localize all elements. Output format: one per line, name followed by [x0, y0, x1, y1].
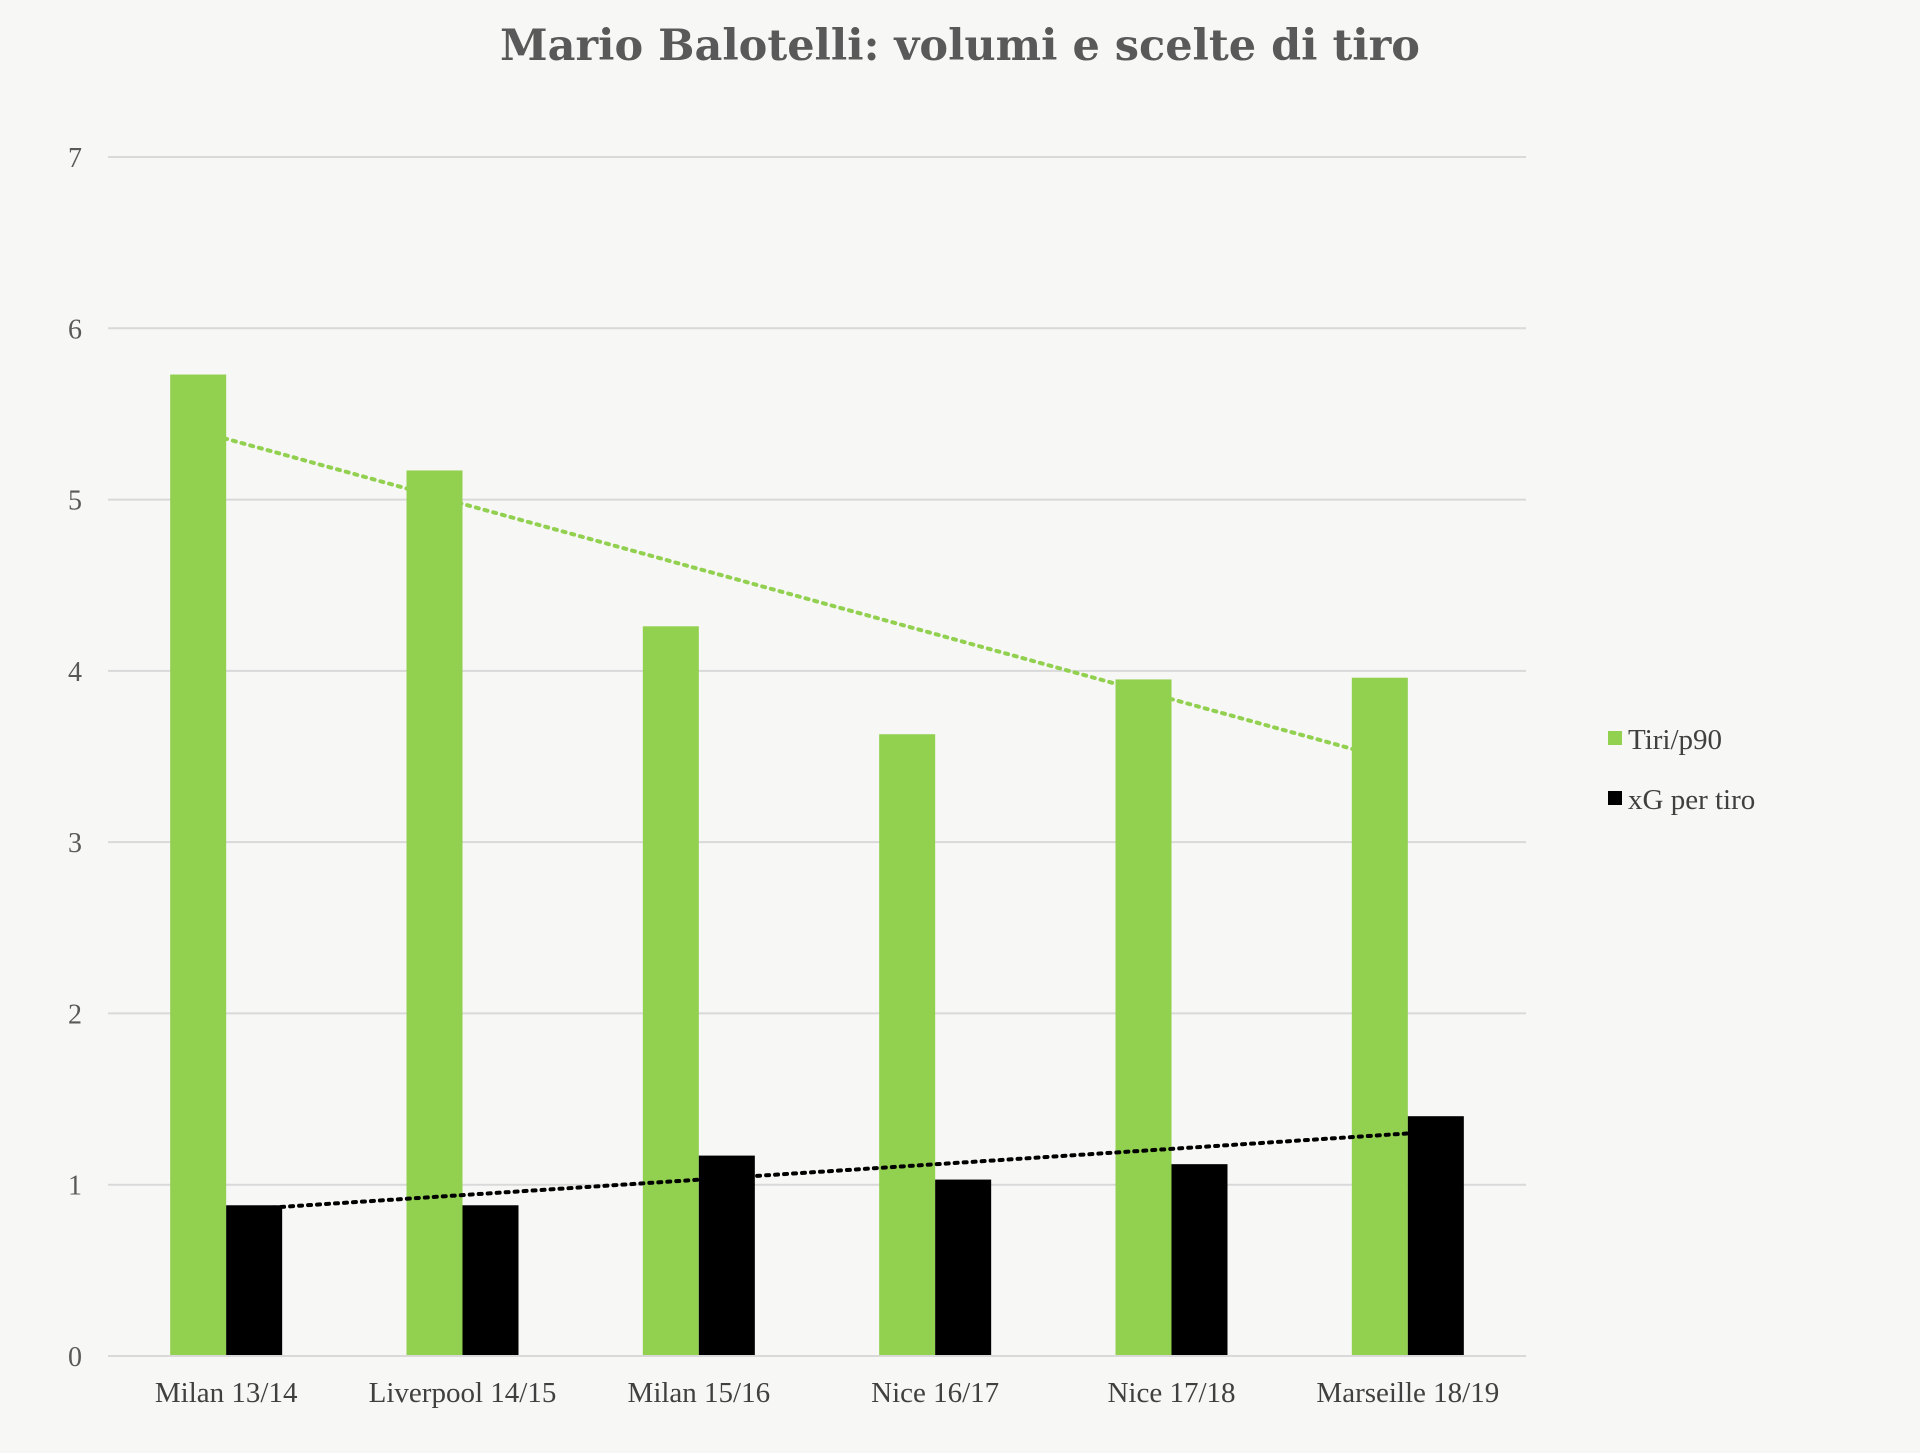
y-tick-label: 2 — [68, 999, 82, 1030]
bar-tiri-p90 — [642, 626, 699, 1356]
x-category-label: Milan 15/16 — [628, 1377, 771, 1409]
legend-swatch — [1608, 731, 1622, 745]
x-category-label: Milan 13/14 — [155, 1377, 298, 1409]
y-tick-label: 5 — [68, 486, 82, 517]
bar-xg-per-tiro — [698, 1155, 755, 1356]
x-axis-categories: Milan 13/14 Liverpool 14/15 Milan 15/16 Nic… — [155, 1377, 1499, 1409]
bar-xg-per-tiro — [1407, 1116, 1464, 1356]
legend-swatch — [1608, 791, 1622, 805]
trendlines — [196, 429, 1438, 1211]
y-tick-label: 4 — [68, 657, 82, 688]
bar-tiri-p90 — [170, 374, 227, 1357]
bar-xg-per-tiro — [462, 1205, 519, 1356]
bar-xg-per-tiro — [935, 1179, 992, 1356]
bar-tiri-p90 — [879, 734, 936, 1356]
legend-label: Tiri/p90 — [1628, 724, 1722, 756]
y-tick-label: 0 — [68, 1342, 82, 1373]
y-tick-label: 1 — [68, 1171, 82, 1202]
y-axis-ticks: 0 1 2 3 4 5 6 7 — [68, 143, 82, 1373]
legend: Tiri/p90 xG per tiro — [1608, 724, 1755, 816]
bar-xg-per-tiro — [1171, 1164, 1228, 1356]
bar-tiri-p90 — [406, 470, 463, 1356]
bar-tiri-p90 — [1115, 679, 1172, 1356]
gridlines — [108, 156, 1526, 1186]
bar-tiri-p90 — [1351, 677, 1408, 1356]
bar-xg-per-tiro — [226, 1205, 283, 1356]
x-category-label: Marseille 18/19 — [1316, 1377, 1499, 1409]
bars — [170, 374, 1464, 1357]
trendline-xg-per-tiro — [252, 1129, 1438, 1211]
x-category-label: Nice 16/17 — [871, 1377, 999, 1409]
y-tick-label: 3 — [68, 828, 82, 859]
y-tick-label: 7 — [68, 143, 82, 174]
x-category-label: Nice 17/18 — [1107, 1377, 1235, 1409]
y-tick-label: 6 — [68, 314, 82, 345]
chart-title: Mario Balotelli: volumi e scelte di tiro — [500, 21, 1420, 71]
x-category-label: Liverpool 14/15 — [369, 1377, 557, 1409]
trendline-tiri-p90 — [196, 429, 1382, 759]
legend-label: xG per tiro — [1628, 784, 1755, 816]
